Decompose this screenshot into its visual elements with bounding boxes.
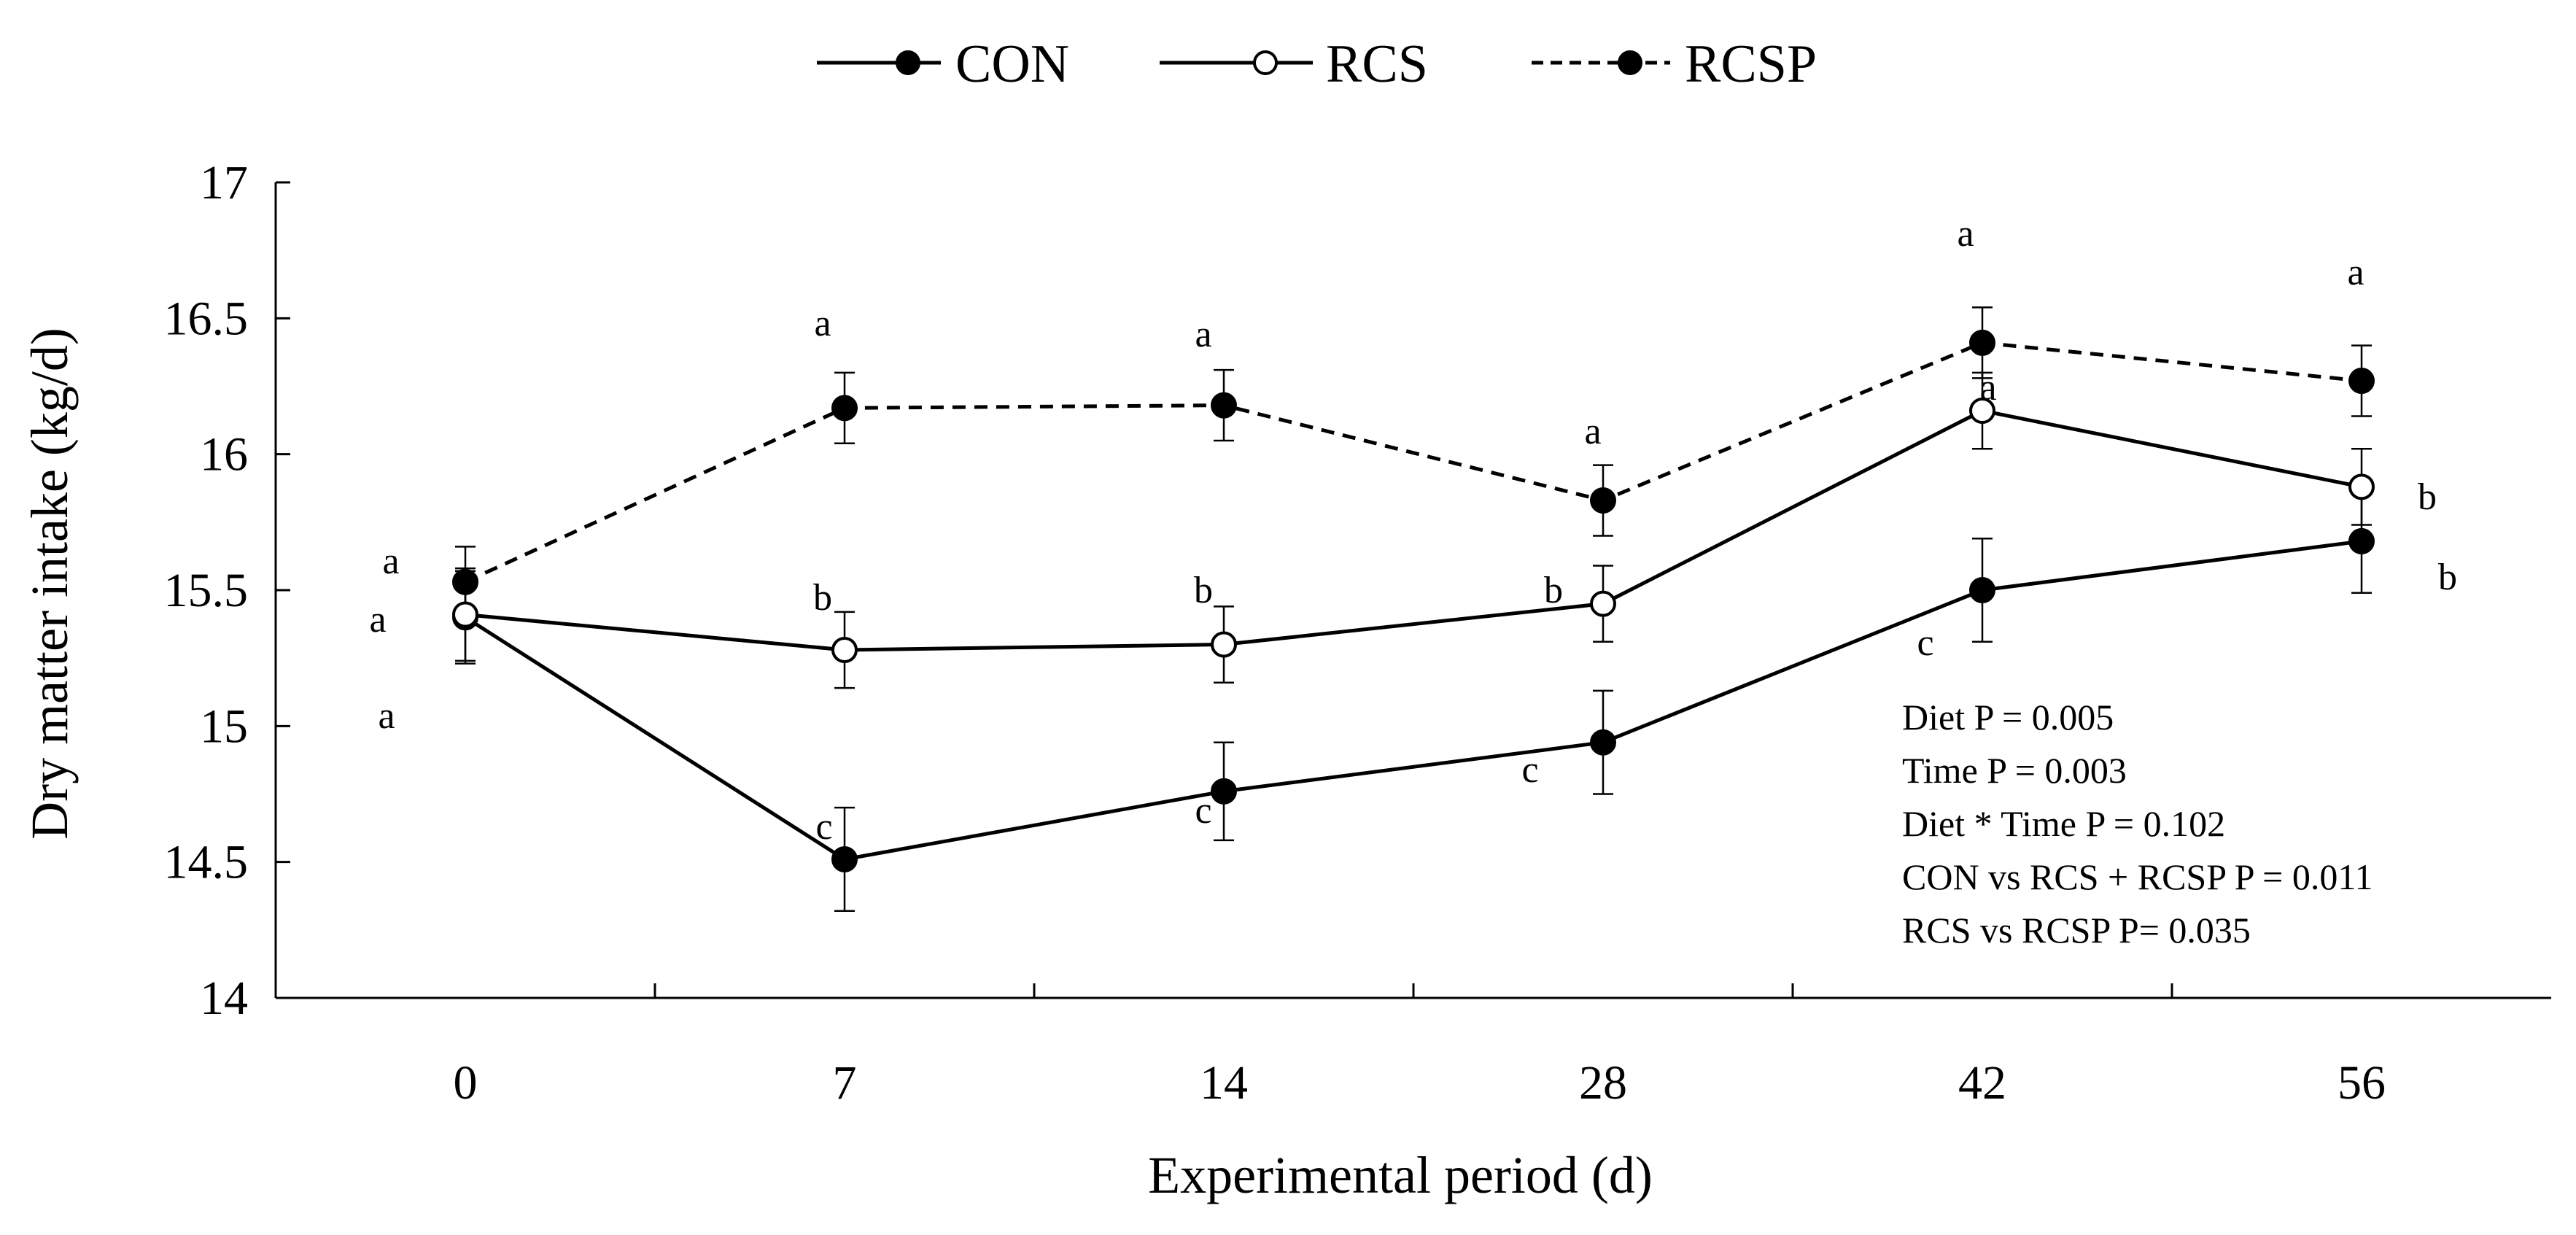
x-tick-label: 56 [2338, 1056, 2386, 1110]
legend-marker-rcsp [1618, 50, 1642, 75]
stats-annotations: Diet P = 0.005 Time P = 0.003 Diet * Tim… [1902, 697, 2373, 951]
significance-letter-con: c [1521, 749, 1538, 791]
significance-letter-con: b [2438, 557, 2457, 598]
stat-con-vs-rcs: CON vs RCS + RCSP P = 0.011 [1902, 856, 2373, 897]
data-points [452, 329, 2375, 872]
x-axis-title: Experimental period (d) [1148, 1146, 1653, 1204]
y-tick-label: 15 [200, 700, 248, 753]
point-rcs [1211, 631, 1237, 658]
significance-letter-rcs: a [369, 599, 386, 640]
significance-letter-rcsp: a [382, 541, 399, 582]
point-rcsp [831, 395, 858, 422]
stat-time: Time P = 0.003 [1902, 750, 2127, 791]
significance-letter-con: a [378, 695, 395, 737]
significance-letter-rcsp: a [814, 303, 831, 344]
y-axis-title: Dry matter intake (kg/d) [20, 328, 79, 840]
stat-diet: Diet P = 0.005 [1902, 697, 2114, 737]
point-rcsp [1969, 329, 1995, 356]
series-line-rcs [465, 409, 2362, 652]
x-axis-ticks: 0 7 14 28 42 56 [454, 983, 2386, 1110]
point-rcsp [1211, 392, 1237, 419]
point-rcsp [1590, 487, 1616, 514]
legend-label-rcsp: RCSP [1685, 34, 1817, 94]
y-axis-ticks: 14 14.5 15 15.5 16 16.5 17 [164, 156, 290, 1025]
point-rcs [1590, 590, 1616, 617]
point-con [831, 845, 858, 872]
y-tick-label: 14.5 [164, 836, 249, 889]
stat-interaction: Diet * Time P = 0.102 [1902, 803, 2225, 844]
significance-letter-rcsp: a [1957, 213, 1974, 255]
legend: CON RCS RCSP [817, 34, 1817, 94]
x-tick-label: 7 [833, 1056, 857, 1110]
series-line-con [464, 539, 2362, 862]
significance-letter-rcs: b [1194, 570, 1213, 611]
legend-label-con: CON [955, 34, 1069, 94]
point-con [2348, 527, 2375, 554]
point-con [1211, 778, 1237, 805]
x-tick-label: 42 [1958, 1056, 2006, 1110]
significance-letter-con: c [815, 806, 832, 848]
significance-letter-rcs: b [1544, 570, 1563, 611]
y-tick-label: 14 [200, 972, 248, 1025]
x-tick-label: 28 [1579, 1056, 1627, 1110]
point-rcsp [2348, 368, 2375, 395]
significance-letter-rcsp: a [2347, 252, 2364, 293]
point-rcsp [452, 568, 478, 595]
point-rcs [831, 636, 858, 663]
x-tick-label: 14 [1200, 1056, 1248, 1110]
legend-label-rcs: RCS [1326, 34, 1428, 94]
y-tick-label: 16 [200, 428, 248, 481]
significance-letter-rcsp: a [1195, 314, 1211, 355]
point-rcs [1969, 398, 1995, 425]
y-tick-label: 17 [200, 156, 248, 209]
point-con [1590, 729, 1616, 756]
legend-marker-con [896, 50, 920, 75]
significance-letter-con: c [1195, 790, 1211, 832]
significance-letter-rcsp: a [1584, 411, 1601, 452]
y-tick-label: 16.5 [164, 292, 249, 345]
significance-letter-rcs: a [1979, 367, 1996, 409]
point-con [1969, 577, 1995, 603]
significance-letter-rcs: b [2418, 476, 2437, 518]
point-rcs [2348, 473, 2375, 500]
point-rcs [452, 601, 478, 628]
stat-rcs-vs-rcsp: RCS vs RCSP P= 0.035 [1902, 910, 2251, 951]
significance-letter-rcs: b [813, 577, 832, 619]
legend-marker-rcs [1253, 50, 1278, 75]
significance-letter-con: c [1917, 622, 1933, 664]
series-line-rcsp [464, 341, 2362, 584]
y-tick-label: 15.5 [164, 564, 249, 617]
series-lines [464, 341, 2362, 862]
x-tick-label: 0 [454, 1056, 478, 1110]
